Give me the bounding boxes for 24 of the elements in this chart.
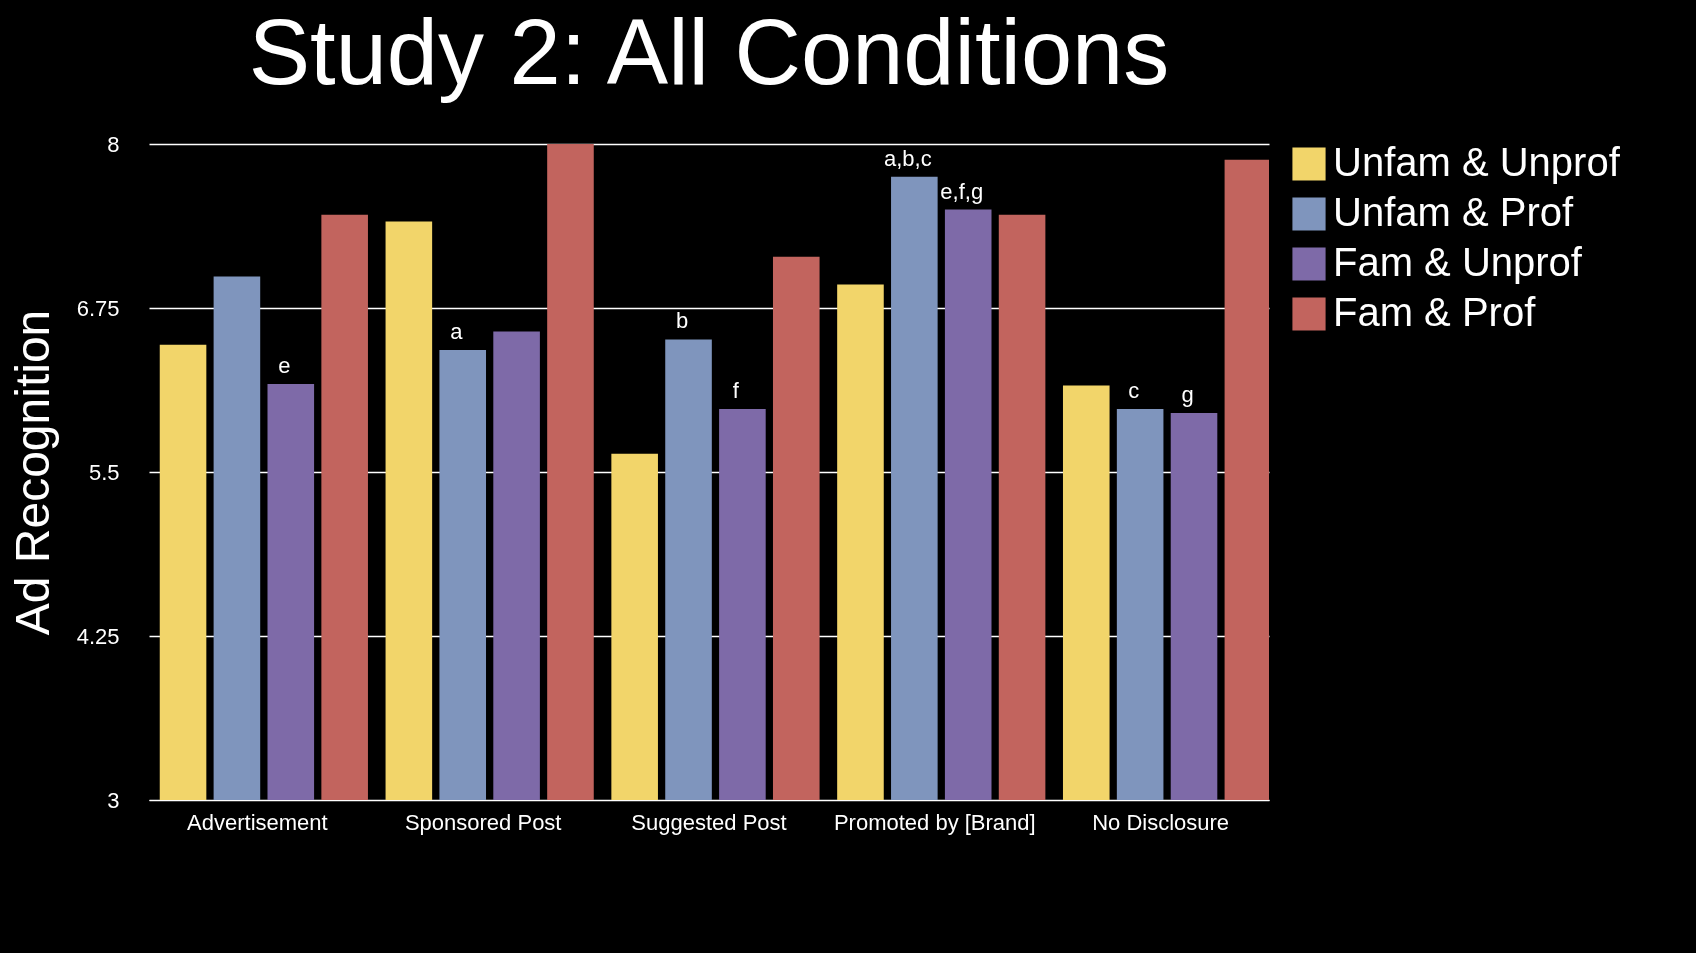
annotation: a,b,c — [884, 145, 932, 171]
chart-title: Study 2: All Conditions — [248, 1, 1170, 103]
y-tick-label: 3 — [107, 787, 120, 813]
legend-label: Fam & Unprof — [1333, 240, 1583, 284]
y-tick-label: 6.75 — [76, 295, 120, 321]
annotation: g — [1181, 381, 1194, 407]
legend-label: Unfam & Unprof — [1333, 140, 1621, 184]
annotation: e,f,g — [940, 178, 984, 204]
annotation: c — [1128, 378, 1140, 404]
x-tick-label: Advertisement — [187, 809, 328, 835]
y-tick-label: 5.5 — [88, 459, 120, 485]
legend-label: Fam & Prof — [1333, 290, 1537, 334]
x-tick-label: No Disclosure — [1092, 809, 1230, 835]
x-tick-label: Promoted by [Brand] — [833, 809, 1036, 835]
annotation: b — [675, 308, 689, 334]
legend-label: Unfam & Prof — [1333, 190, 1574, 234]
y-axis-title: Ad Recognition — [5, 309, 59, 636]
annotation: f — [732, 378, 740, 404]
annotation: a — [450, 318, 464, 344]
x-tick-label: Sponsored Post — [404, 809, 562, 835]
y-tick-label: 4.25 — [76, 623, 120, 649]
y-tick-label: 8 — [107, 131, 120, 157]
x-tick-label: Suggested Post — [631, 809, 787, 835]
annotation: e — [278, 353, 291, 379]
